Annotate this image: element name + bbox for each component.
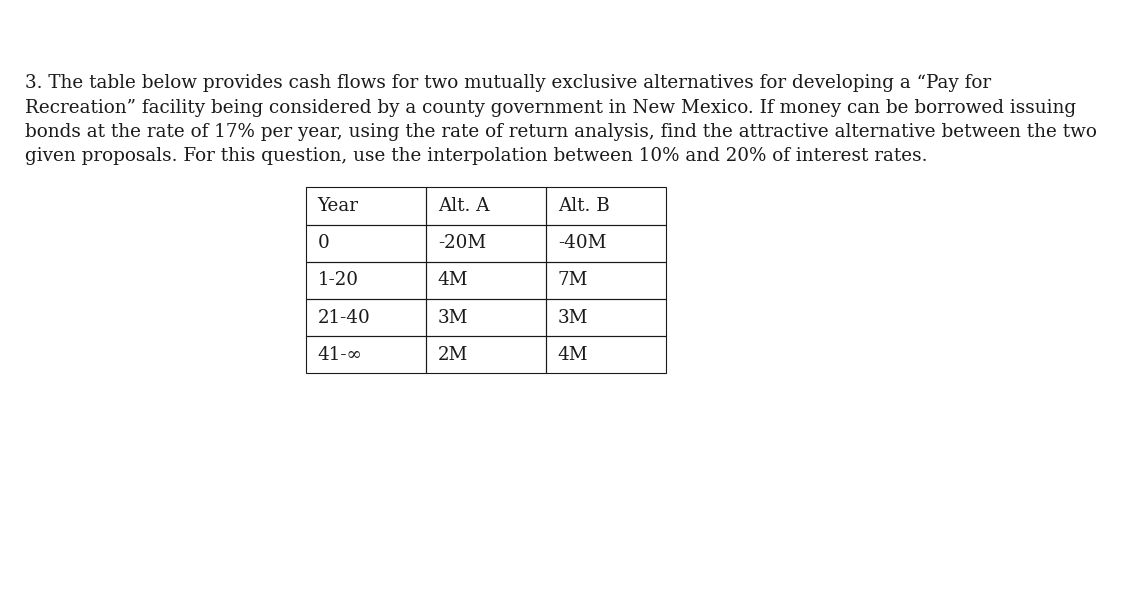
Text: -40M: -40M [558, 234, 606, 252]
Text: Alt. B: Alt. B [558, 197, 609, 215]
Text: -20M: -20M [438, 234, 486, 252]
Text: 3M: 3M [438, 309, 469, 327]
Text: 0: 0 [318, 234, 329, 252]
Text: 2M: 2M [438, 346, 469, 364]
Text: 41-∞: 41-∞ [318, 346, 362, 364]
Text: Alt. A: Alt. A [438, 197, 489, 215]
Text: 3M: 3M [558, 309, 589, 327]
Text: 21-40: 21-40 [318, 309, 370, 327]
Text: 4M: 4M [438, 271, 469, 289]
Text: 7M: 7M [558, 271, 589, 289]
Text: 3. The table below provides cash flows for two mutually exclusive alternatives f: 3. The table below provides cash flows f… [25, 74, 1097, 165]
Text: 1-20: 1-20 [318, 271, 359, 289]
Text: 4M: 4M [558, 346, 589, 364]
Text: Year: Year [318, 197, 359, 215]
